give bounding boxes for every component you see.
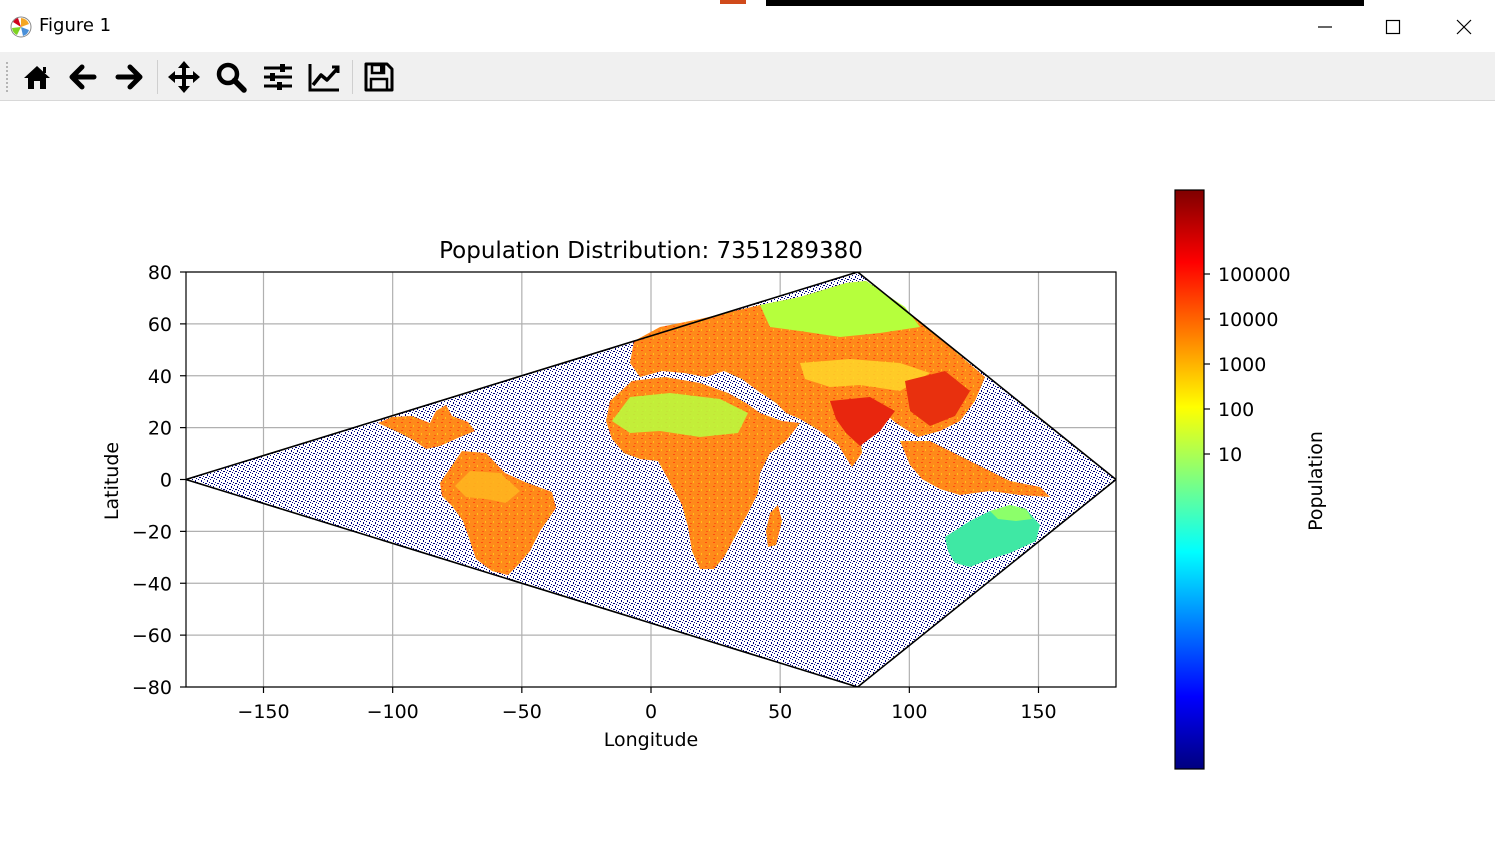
- window-title: Figure 1: [39, 15, 112, 36]
- toolbar-separator: [352, 60, 353, 94]
- map-boundary: [186, 272, 1116, 687]
- floppy-disk-icon: [364, 62, 394, 92]
- y-tick-label: −40: [132, 573, 172, 595]
- land-siberia: [760, 281, 920, 337]
- colorbar-label: Population: [1305, 431, 1327, 531]
- arrow-right-icon: [115, 64, 143, 90]
- toolbar-separator: [157, 60, 158, 94]
- sliders-icon: [264, 64, 292, 90]
- land-sahara: [612, 393, 748, 437]
- colorbar-tick-label: 1000: [1218, 354, 1266, 376]
- x-tick-label: −150: [237, 701, 289, 723]
- figure-svg: Population Distribution: 7351289380: [101, 189, 1327, 770]
- x-tick-label: 100: [891, 701, 927, 723]
- colorbar-tick-label: 10: [1218, 444, 1242, 466]
- y-tick-label: 20: [148, 418, 172, 440]
- land-regions: [378, 281, 1050, 575]
- y-axis-label: Latitude: [101, 442, 123, 520]
- close-button[interactable]: [1441, 10, 1487, 44]
- x-tick-label: 0: [645, 701, 657, 723]
- x-tick-label: −100: [367, 701, 419, 723]
- y-tick-label: 40: [148, 366, 172, 388]
- y-tick-label: −60: [132, 625, 172, 647]
- home-button[interactable]: [20, 60, 54, 94]
- land-south-asia-hotspot: [830, 397, 895, 446]
- move-icon: [168, 61, 200, 93]
- y-tick-label: 0: [160, 470, 172, 492]
- arrow-left-icon: [69, 64, 97, 90]
- magnifier-icon: [216, 62, 247, 93]
- colorbar-ticks: 10 100 1000 10000 100000: [1204, 264, 1291, 466]
- minimize-icon: [1318, 26, 1332, 28]
- maximize-icon: [1385, 19, 1401, 35]
- land-north-america: [378, 405, 475, 449]
- minimize-button[interactable]: [1302, 10, 1348, 44]
- y-tick-label: −20: [132, 521, 172, 543]
- land-east-asia-hotspot: [905, 371, 970, 426]
- x-tick-label: −50: [502, 701, 542, 723]
- map-image: [186, 272, 1116, 687]
- pan-button[interactable]: [167, 60, 201, 94]
- zoom-button[interactable]: [214, 60, 248, 94]
- y-axis-ticks: 80 60 40 20 0 −20 −40 −60 −80: [132, 262, 186, 699]
- x-tick-label: 150: [1020, 701, 1056, 723]
- land-central-asia: [800, 359, 930, 391]
- land-madagascar: [766, 505, 782, 547]
- y-tick-label: −80: [132, 677, 172, 699]
- navigation-toolbar: [0, 52, 1495, 101]
- y-tick-label: 60: [148, 314, 172, 336]
- figure-canvas[interactable]: Population Distribution: 7351289380: [0, 101, 1495, 846]
- chart-title: Population Distribution: 7351289380: [439, 238, 863, 264]
- land-australia-coast: [990, 505, 1032, 521]
- home-icon: [24, 66, 50, 89]
- y-tick-label: 80: [148, 262, 172, 284]
- background-window-strip: [766, 0, 1364, 6]
- colorbar-tick-label: 100000: [1218, 264, 1291, 286]
- x-axis-ticks: −150 −100 −50 0 50 100 150: [237, 687, 1057, 723]
- x-tick-label: 50: [768, 701, 792, 723]
- configure-subplots-button[interactable]: [261, 60, 295, 94]
- save-button[interactable]: [362, 60, 396, 94]
- forward-button[interactable]: [112, 60, 146, 94]
- background-window-tab: [720, 0, 746, 4]
- matplotlib-logo-icon: [10, 16, 32, 38]
- close-icon: [1456, 19, 1472, 35]
- land-southeast-asia: [900, 441, 1050, 497]
- colorbar-tick-label: 100: [1218, 399, 1254, 421]
- line-chart-icon: [308, 64, 340, 92]
- window-titlebar: Figure 1: [0, 0, 1495, 52]
- land-amazon: [455, 471, 520, 503]
- edit-axes-button[interactable]: [307, 60, 341, 94]
- back-button[interactable]: [66, 60, 100, 94]
- x-axis-label: Longitude: [604, 729, 699, 751]
- colorbar: [1174, 189, 1205, 770]
- toolbar-grip: [6, 62, 8, 92]
- maximize-button[interactable]: [1370, 10, 1416, 44]
- colorbar-tick-label: 10000: [1218, 309, 1278, 331]
